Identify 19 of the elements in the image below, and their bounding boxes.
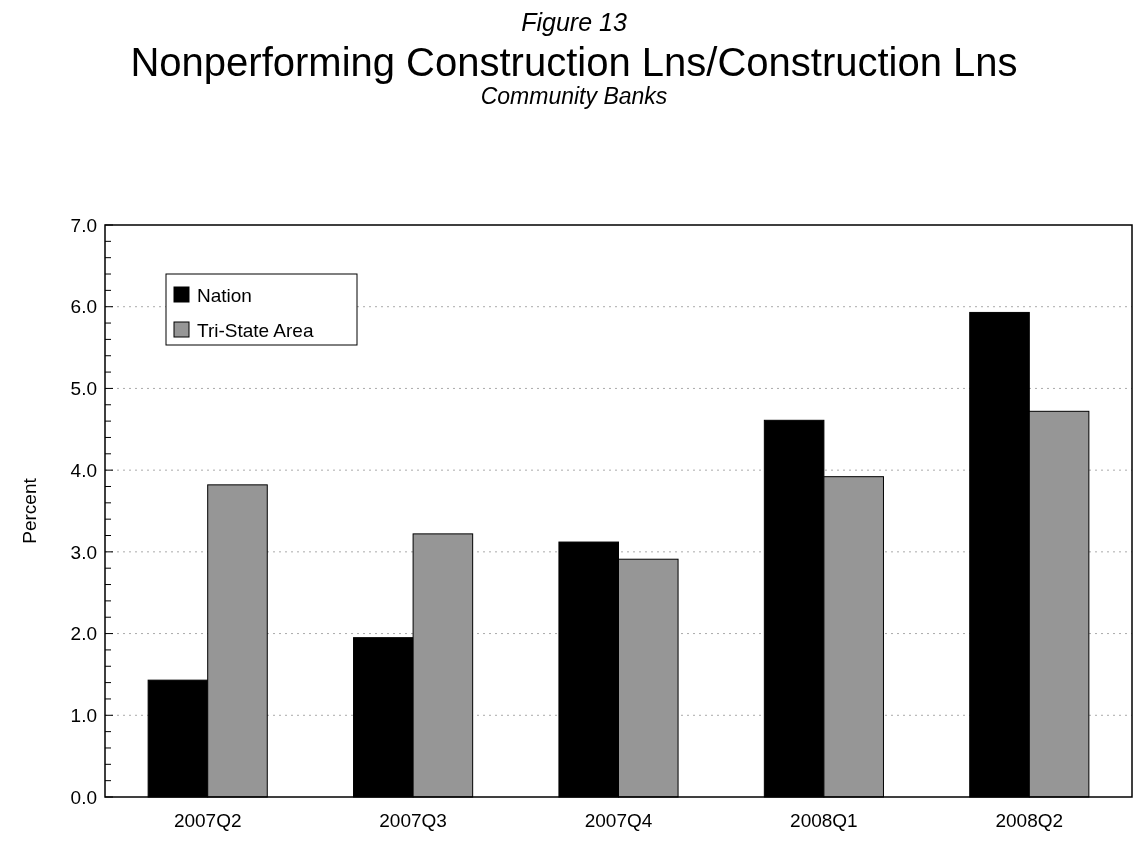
chart-subtitle: Community Banks	[480, 83, 668, 109]
x-tick-label: 2008Q1	[790, 810, 858, 831]
y-tick-label: 1.0	[70, 704, 97, 726]
legend-label: Nation	[197, 284, 252, 306]
y-tick-label: 2.0	[70, 623, 97, 645]
y-tick-label: 4.0	[70, 459, 97, 481]
chart-title: Nonperforming Construction Lns/Construction Lns	[130, 40, 1018, 84]
y-tick-label: 7.0	[70, 214, 97, 236]
x-tick-label: 2008Q2	[995, 810, 1064, 831]
x-tick-label: 2007Q2	[173, 810, 242, 831]
y-tick-label: 5.0	[70, 378, 97, 400]
x-tick-label: 2007Q3	[379, 810, 447, 831]
y-tick-label: 3.0	[70, 541, 97, 563]
legend-label: Tri-State Area	[197, 319, 314, 341]
y-tick-label: 0.0	[70, 786, 97, 808]
caption: Figure 13	[521, 8, 627, 36]
x-tick-label: 2007Q4	[584, 810, 653, 831]
y-tick-label: 6.0	[70, 296, 97, 318]
y-axis-title: Percent	[19, 477, 40, 544]
